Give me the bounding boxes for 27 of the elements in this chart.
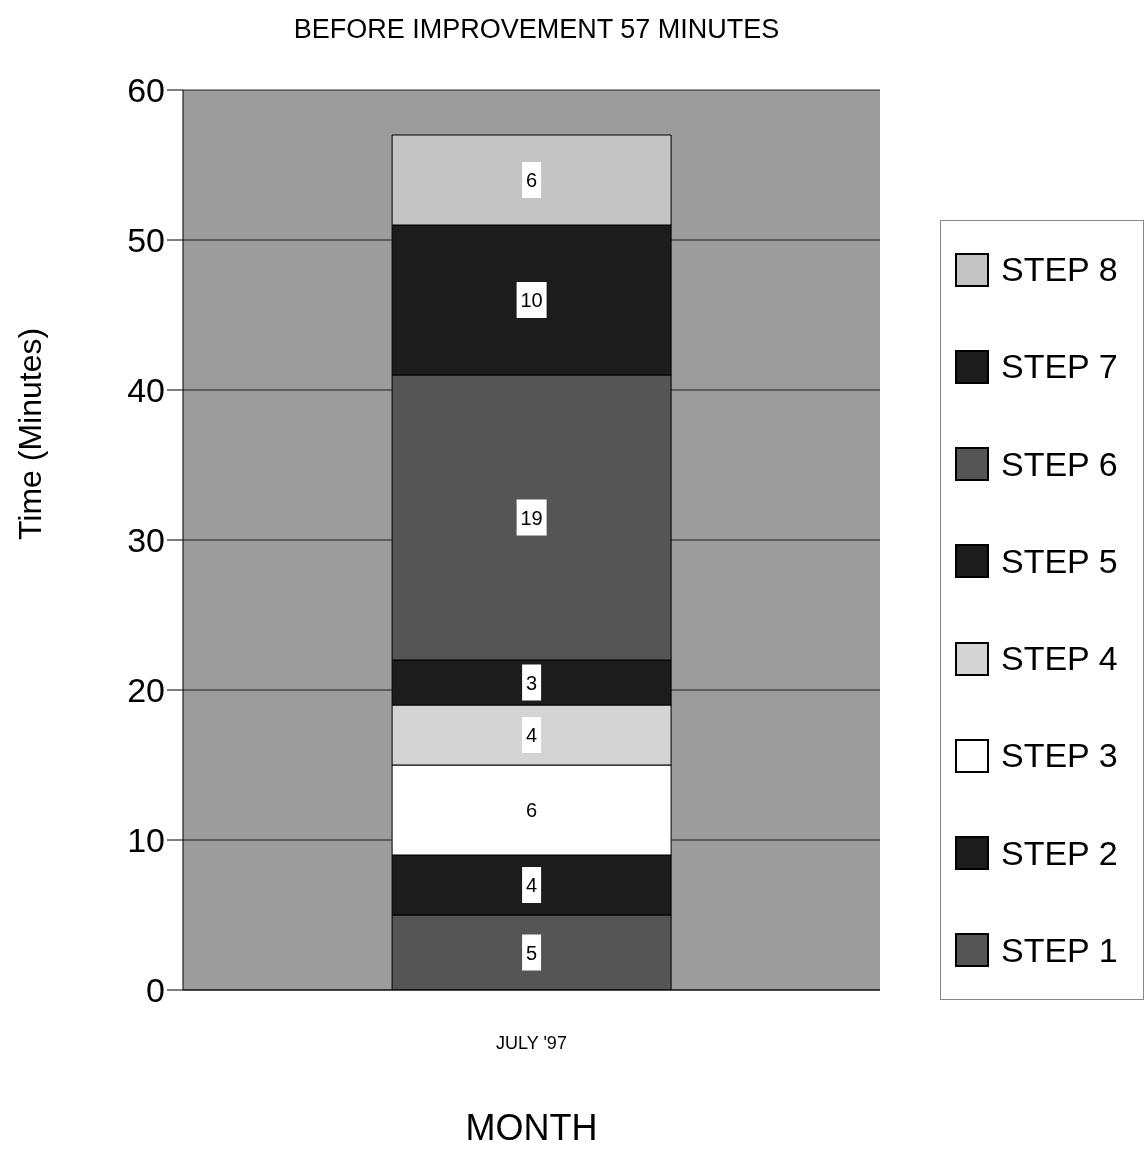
y-tick-label: 40 (127, 371, 165, 410)
legend-label: STEP 5 (1001, 541, 1118, 581)
legend-label: STEP 8 (1001, 250, 1118, 290)
chart-title: BEFORE IMPROVEMENT 57 MINUTES (292, 14, 781, 45)
data-label: 4 (526, 724, 538, 746)
x-axis-title: MONTH (465, 1107, 598, 1148)
x-tick-label: JULY '97 (496, 1032, 567, 1053)
y-tick-label: 50 (127, 221, 165, 260)
y-tick-label: 20 (127, 671, 165, 710)
y-tick-label: 60 (127, 71, 165, 110)
data-label: 19 (520, 506, 543, 529)
data-label: 5 (526, 941, 538, 964)
y-axis-title: Time (Minutes) (12, 327, 49, 540)
y-tick-label: 10 (127, 821, 165, 860)
legend-label: STEP 7 (1001, 347, 1118, 387)
y-tick-label: 30 (127, 521, 165, 560)
data-label: 10 (520, 289, 543, 311)
data-label: 3 (526, 671, 538, 694)
legend-label: STEP 6 (1001, 444, 1118, 484)
legend-label: STEP 3 (1001, 736, 1118, 776)
data-label: 6 (526, 169, 538, 191)
y-tick-label: 0 (146, 971, 165, 1010)
legend-label: STEP 4 (1001, 639, 1118, 679)
legend-label: STEP 2 (1001, 833, 1118, 873)
legend-label: STEP 1 (1001, 930, 1118, 970)
data-label: 4 (526, 874, 538, 896)
data-label: 6 (526, 799, 538, 821)
